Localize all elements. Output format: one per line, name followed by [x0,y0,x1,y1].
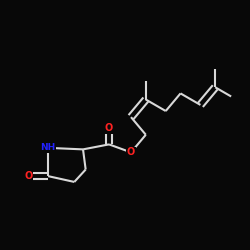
Text: O: O [105,124,113,134]
Text: NH: NH [40,143,56,152]
Text: O: O [24,171,32,181]
Text: O: O [127,148,135,158]
